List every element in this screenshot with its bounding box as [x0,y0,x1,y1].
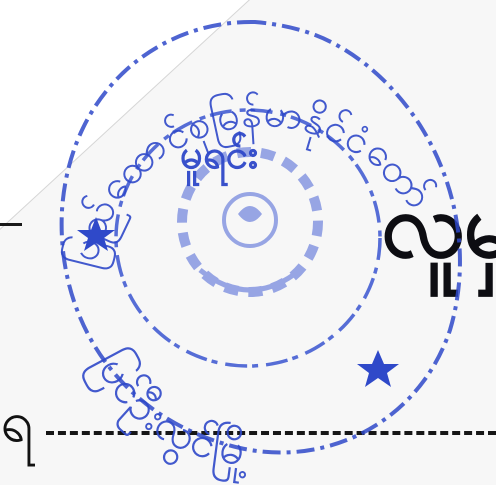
seal-inner-ring [114,108,382,368]
seal-emblem-icon [177,147,323,297]
seal-inner-label: မူရင်း [180,132,258,187]
signature-dashed-line [46,431,496,435]
left-text-fragment: ရ [0,387,34,455]
seal-bottom-text: ပြင်ဦးလွင်မြို့ [77,341,255,485]
seal-outer-ring [59,19,462,455]
star-icon [77,217,115,251]
left-rule-fragment [0,223,22,226]
document-heading-fragment: လူမှ [381,173,496,278]
star-icon [357,350,399,387]
svg-text:ပြင်ဦးလွင်မြို့: ပြင်ဦးလွင်မြို့ [77,341,255,485]
